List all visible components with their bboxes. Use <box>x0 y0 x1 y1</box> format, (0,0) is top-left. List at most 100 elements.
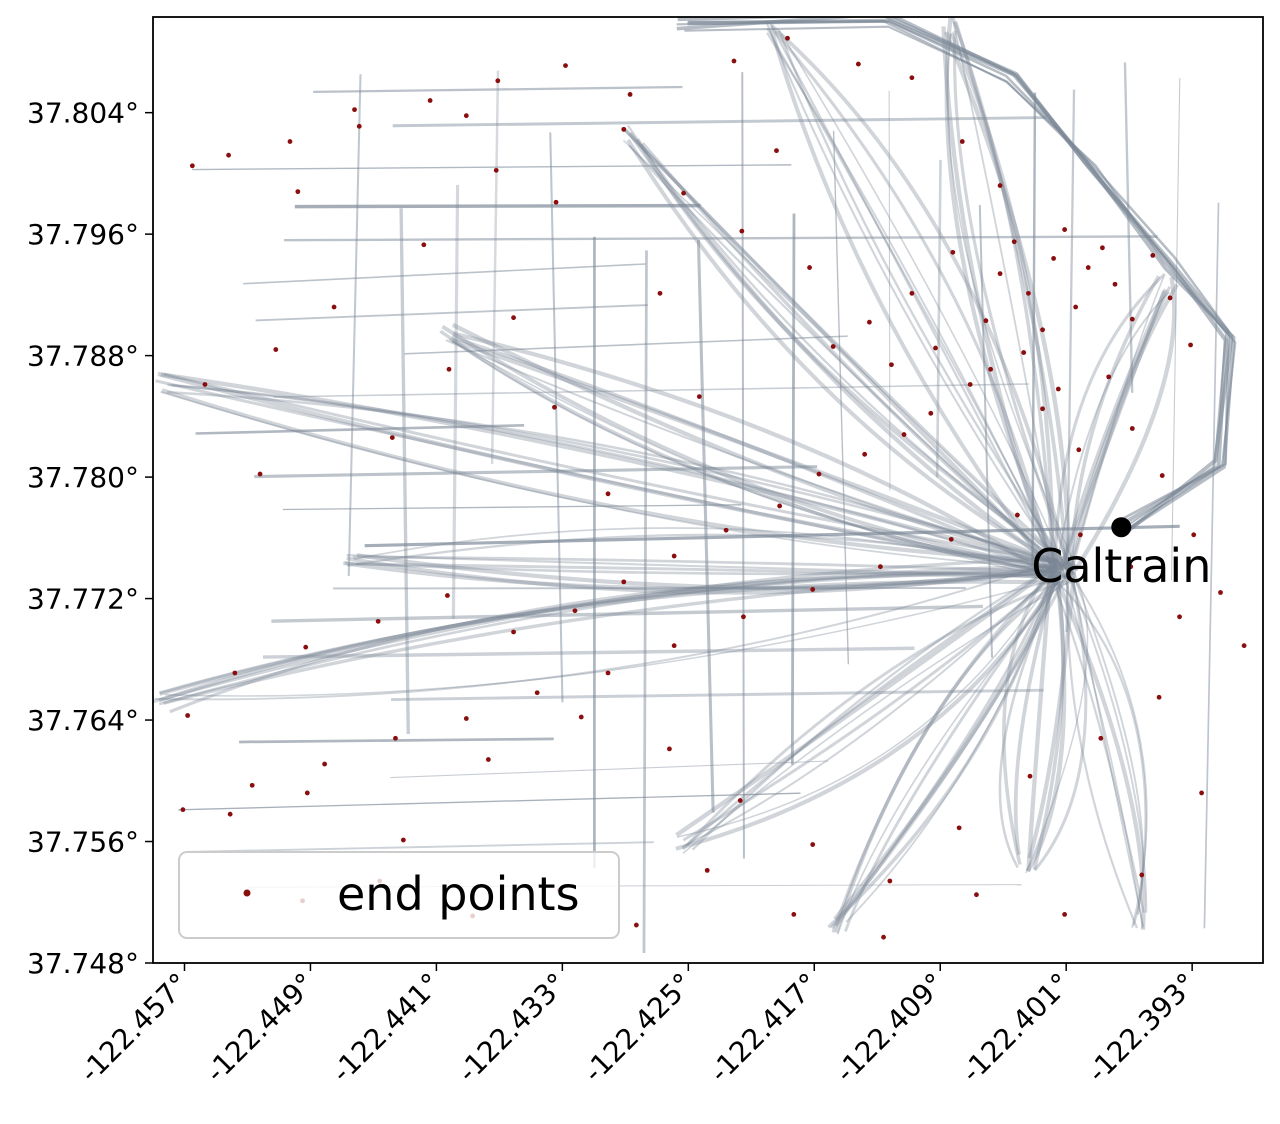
end-point <box>967 382 973 387</box>
trajectory-bundle <box>622 139 1073 576</box>
end-point <box>671 643 677 649</box>
trajectory-bundle <box>686 563 1058 847</box>
end-point <box>959 139 965 144</box>
trajectory-bundle <box>1070 276 1165 566</box>
end-point <box>427 98 433 103</box>
trajectory-street <box>490 70 500 464</box>
trajectory-street <box>1065 89 1076 633</box>
plot-frame <box>152 16 1264 964</box>
y-tick-label: 37.788° <box>27 340 139 373</box>
trajectory-bundle <box>353 527 1069 579</box>
trajectory-bundle <box>1026 559 1054 872</box>
end-point <box>881 934 886 940</box>
end-point <box>1040 327 1045 333</box>
end-point <box>810 587 816 592</box>
end-point <box>997 271 1003 277</box>
trajectory-bundle <box>347 533 1053 570</box>
y-tick-label: 37.804° <box>27 97 139 130</box>
trajectory-bundle <box>343 560 1062 591</box>
end-point <box>511 629 516 635</box>
end-point <box>400 837 406 843</box>
end-point <box>696 394 702 400</box>
trajectory-bundle <box>681 569 1058 848</box>
end-point <box>1085 265 1091 270</box>
trajectory-bundle <box>675 563 1058 837</box>
end-point <box>948 536 954 542</box>
y-tick-label: 37.780° <box>27 461 139 494</box>
trajectory-street <box>243 263 646 285</box>
end-point <box>1040 406 1045 412</box>
end-point <box>257 471 263 477</box>
trajectory-street <box>192 164 792 171</box>
end-point <box>816 471 822 477</box>
trajectory-street <box>935 159 942 478</box>
trajectory-bundle <box>356 562 1060 579</box>
trajectory-bundle <box>627 124 1076 576</box>
trajectory-bundle <box>953 21 1069 574</box>
x-axis: -122.457° -122.449° -122.441° -122.433° -122… <box>73 963 1203 1089</box>
end-point <box>605 670 611 676</box>
end-point <box>633 922 639 928</box>
trajectory-bundle <box>1053 272 1166 581</box>
end-point <box>739 228 745 234</box>
end-point <box>1027 773 1033 779</box>
trajectory-ring <box>684 25 1228 528</box>
end-point <box>862 451 868 457</box>
trajectory-street <box>888 90 891 491</box>
end-point <box>421 242 427 248</box>
trajectory-street <box>262 646 915 659</box>
trajectory-bundle <box>830 560 1076 929</box>
end-point <box>667 746 672 752</box>
end-point <box>704 867 710 873</box>
caltrain-annotation: Caltrain <box>1031 539 1211 593</box>
end-point <box>495 78 501 84</box>
trajectory-bundle <box>1051 578 1145 913</box>
trajectory-bundle <box>951 17 1056 580</box>
end-point <box>1076 447 1082 453</box>
trajectory-street <box>741 72 745 859</box>
end-point <box>1191 532 1197 538</box>
trajectory-bundle <box>445 339 1066 567</box>
end-point <box>287 139 293 144</box>
trajectory-bundle <box>835 562 1059 927</box>
end-point <box>202 382 208 387</box>
end-point <box>956 825 962 831</box>
end-point <box>855 61 861 67</box>
end-point <box>1100 245 1105 251</box>
end-point <box>1062 912 1068 917</box>
trajectory-bundle <box>626 138 1068 571</box>
y-tick-label: 37.772° <box>27 583 139 616</box>
trajectory-bundle <box>953 30 1073 572</box>
end-point <box>1073 304 1079 310</box>
trajectory-bundle <box>941 26 1053 566</box>
trajectory-bundle <box>439 329 1054 575</box>
trajectory-bundle <box>1027 564 1077 859</box>
trajectory-street <box>978 204 994 658</box>
end-point <box>1021 350 1027 355</box>
trajectory-bundle <box>769 28 1055 576</box>
end-point <box>1014 512 1020 518</box>
trajectory-bundle <box>169 573 1072 714</box>
trajectory-bundle <box>1051 570 1146 930</box>
y-tick-label: 37.756° <box>27 826 139 859</box>
trajectory-bundle <box>682 581 1070 855</box>
end-point <box>621 126 627 132</box>
trajectory-street <box>549 132 564 703</box>
end-point <box>777 503 783 509</box>
legend-label-end-points: end points <box>337 867 580 921</box>
end-point <box>681 190 686 196</box>
trajectory-street <box>390 760 829 779</box>
end-point <box>1159 473 1165 478</box>
end-point <box>1167 295 1173 301</box>
end-point <box>352 107 357 113</box>
end-point <box>226 152 231 158</box>
trajectory-bundle <box>167 383 1076 567</box>
trajectory-street <box>347 74 362 576</box>
x-tick-label: -122.401° <box>955 967 1077 1089</box>
trajectory-bundle <box>946 34 1076 566</box>
trajectory-bundle <box>167 390 1067 569</box>
trajectory-bundle <box>834 560 1067 934</box>
x-tick-label: -122.409° <box>829 967 951 1089</box>
trajectory-bundle <box>158 571 1053 706</box>
